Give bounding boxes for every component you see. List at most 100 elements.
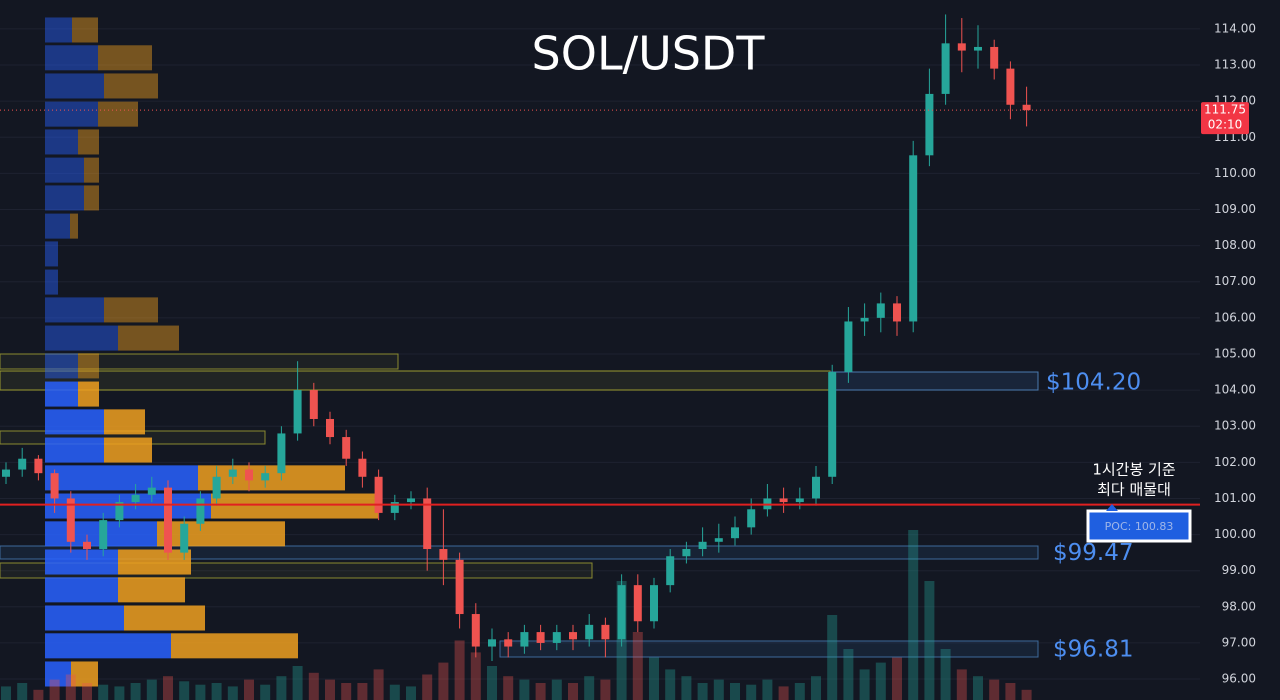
profile-sell: [157, 521, 285, 547]
candle-body: [666, 556, 675, 586]
volume-bar: [276, 676, 287, 700]
zone-box: [0, 545, 1039, 560]
volume-bar: [989, 679, 1000, 700]
poc-box: [1086, 509, 1192, 543]
profile-sell: [118, 325, 179, 351]
candle-body: [957, 43, 966, 51]
zones: [0, 353, 1039, 658]
profile-sell: [78, 129, 99, 155]
volume-bar: [227, 686, 238, 700]
candle-body: [471, 614, 480, 647]
poc-note: 최다 매물대: [1097, 481, 1171, 499]
candle-body: [18, 458, 27, 470]
volume-bar: [244, 679, 254, 700]
candle-body: [374, 476, 383, 513]
volume-bar: [973, 676, 983, 700]
volume-bar: [341, 683, 352, 700]
profile-buy: [45, 213, 70, 239]
y-tick-label: 104.00: [1214, 383, 1256, 397]
y-tick-label: 98.00: [1222, 599, 1256, 613]
profile-sell: [118, 549, 191, 575]
candle-body: [731, 527, 739, 539]
y-tick-label: 109.00: [1214, 202, 1256, 216]
volume-bar: [49, 679, 60, 700]
poc-label: POC: 100.83: [1105, 520, 1174, 533]
volume-bar: [908, 530, 919, 700]
candle-body: [326, 418, 334, 438]
profile-sell: [84, 157, 99, 183]
volume-bar: [1005, 683, 1016, 700]
candle-body: [714, 538, 723, 542]
profile-sell: [104, 297, 158, 323]
profile-buy: [45, 577, 118, 603]
profile-sell: [78, 353, 99, 379]
candle-body: [261, 473, 270, 481]
candle-body: [50, 473, 59, 499]
volume-bar: [924, 581, 935, 700]
profile-buy: [45, 129, 78, 155]
volume-bar: [1, 686, 11, 700]
volume-bar: [65, 674, 76, 700]
y-tick-label: 108.00: [1214, 238, 1256, 252]
candle-body: [99, 520, 108, 550]
volume-bar: [389, 684, 400, 700]
profile-sell: [84, 185, 99, 211]
candle-body: [520, 632, 529, 647]
volume-bar: [632, 632, 643, 700]
volume-bar: [762, 679, 773, 700]
candle-body: [909, 155, 918, 322]
candle-body: [698, 541, 707, 550]
candle-body: [682, 549, 691, 557]
candle-body: [277, 433, 286, 474]
candle-body: [407, 498, 415, 503]
volume-bar: [470, 652, 481, 700]
profile-sell: [104, 409, 145, 435]
profile-buy: [45, 325, 118, 351]
profile-buy: [45, 17, 72, 43]
volume-bar: [584, 676, 595, 700]
profile-sell: [104, 73, 158, 99]
poc-pointer: [1106, 504, 1118, 511]
profile-buy: [45, 157, 84, 183]
candle-body: [925, 93, 934, 156]
candle-body: [115, 502, 124, 521]
volume-bar: [373, 669, 384, 700]
profile-buy: [45, 185, 84, 211]
volume-bar: [697, 683, 708, 700]
profile-buy: [45, 269, 58, 295]
zone-box: [0, 370, 831, 391]
candle-body: [309, 390, 318, 419]
profile-sell: [71, 661, 98, 687]
candle-body: [196, 498, 205, 524]
profile-buy: [45, 353, 78, 379]
candle-body: [358, 458, 367, 477]
volume-bar: [114, 686, 125, 700]
profile-buy: [45, 381, 78, 407]
zone-box: [829, 371, 1039, 391]
candle-body: [147, 487, 156, 495]
y-tick-label: 114.00: [1214, 21, 1256, 35]
volume-bar: [665, 669, 676, 700]
candle-body: [779, 498, 788, 503]
candle-body: [504, 639, 513, 647]
volume-bar: [551, 679, 562, 700]
profile-buy: [45, 297, 104, 323]
candle-body: [1006, 68, 1015, 105]
profile-sell: [72, 17, 98, 43]
candle-body: [1022, 104, 1031, 111]
candle-body: [601, 624, 610, 640]
volume-bar: [292, 666, 303, 700]
profile-sell: [78, 381, 99, 407]
volume-bar: [308, 672, 319, 700]
y-tick-label: 107.00: [1214, 274, 1256, 288]
profile-buy: [45, 241, 58, 267]
candle-body: [633, 585, 642, 622]
candle-body: [439, 549, 448, 560]
volume-bar: [260, 684, 271, 700]
profile-sell: [124, 605, 205, 631]
y-tick-label: 97.00: [1222, 635, 1256, 649]
candle-body: [131, 494, 140, 503]
candle-body: [650, 585, 658, 622]
last-price-label: 111.75: [1204, 103, 1246, 117]
candle-body: [747, 509, 756, 528]
